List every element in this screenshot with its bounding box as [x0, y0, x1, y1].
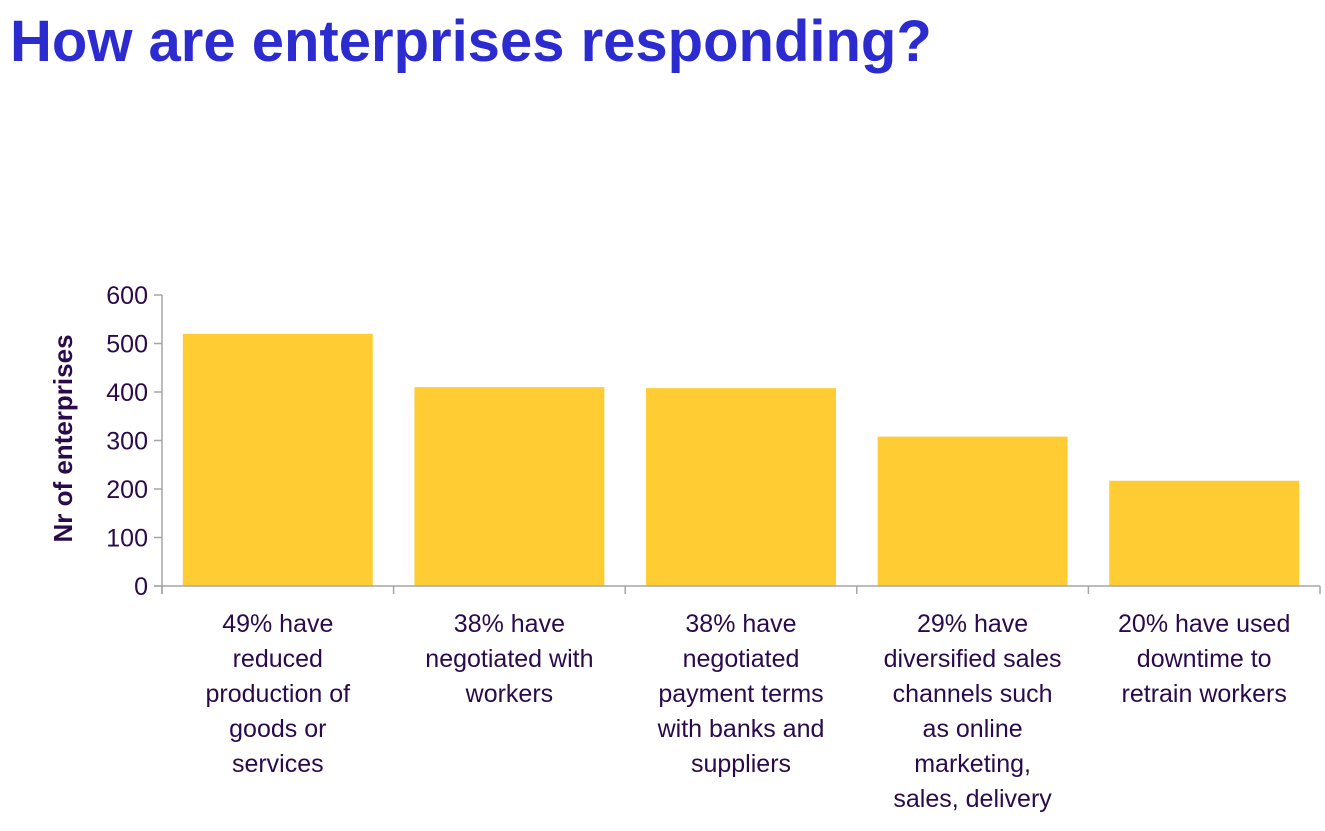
category-label-line: negotiated — [683, 645, 800, 673]
y-tick-label: 100 — [106, 525, 148, 553]
category-labels: 49% have reduced production of goods or serv… — [206, 610, 1291, 813]
category-label-line: workers — [465, 680, 554, 708]
category-label-line: 49% have — [222, 610, 333, 638]
y-tick-label: 200 — [106, 476, 148, 504]
category-label-line: services — [232, 750, 324, 778]
category-label-line: 38% have — [454, 610, 565, 638]
category-label-line: diversified sales — [884, 645, 1062, 673]
bar-4 — [877, 436, 1068, 586]
y-tick-labels: 0 100 200 300 400 500 600 — [106, 282, 148, 601]
category-label-line: downtime to — [1137, 645, 1272, 673]
category-label-1: 49% have reduced production of goods or serv… — [206, 610, 351, 778]
category-label-line: payment terms — [658, 680, 823, 708]
bar-1 — [182, 333, 373, 586]
category-label-line: goods or — [229, 715, 326, 743]
category-label-3: 38% have negotiated payment terms with bank… — [657, 610, 825, 778]
category-label-line: negotiated with — [425, 645, 593, 673]
category-label-line: sales, delivery — [893, 785, 1052, 813]
y-axis-title-group: Nr of enterprises — [48, 334, 78, 542]
bars — [182, 333, 1300, 586]
category-label-line: marketing, — [914, 750, 1031, 778]
category-label-line: suppliers — [691, 750, 791, 778]
y-axis-title: Nr of enterprises — [48, 334, 78, 542]
category-label-4: 29% have diversified sales channels such as… — [884, 610, 1062, 813]
category-label-line: reduced — [233, 645, 323, 673]
y-tick-label: 400 — [106, 379, 148, 407]
category-label-line: production of — [206, 680, 351, 708]
y-tick-label: 300 — [106, 428, 148, 456]
bar-3 — [646, 388, 836, 586]
category-label-line: channels such — [893, 680, 1053, 708]
category-label-line: 20% have used — [1118, 610, 1290, 638]
y-tick-label: 500 — [106, 331, 148, 359]
y-tick-label: 0 — [134, 573, 148, 601]
category-label-line: retrain workers — [1122, 680, 1287, 708]
category-label-2: 38% have negotiated with workers — [425, 610, 593, 708]
bar-2 — [414, 387, 605, 586]
axes — [154, 294, 1321, 594]
category-label-line: 29% have — [917, 610, 1028, 638]
bar-5 — [1109, 480, 1300, 586]
y-tick-label: 600 — [106, 282, 148, 310]
category-label-line: with banks and — [657, 715, 825, 743]
category-label-line: as online — [923, 715, 1023, 743]
page-title: How are enterprises responding? — [10, 9, 932, 74]
category-label-line: 38% have — [685, 610, 796, 638]
category-label-5: 20% have used downtime to retrain workers — [1118, 610, 1290, 708]
